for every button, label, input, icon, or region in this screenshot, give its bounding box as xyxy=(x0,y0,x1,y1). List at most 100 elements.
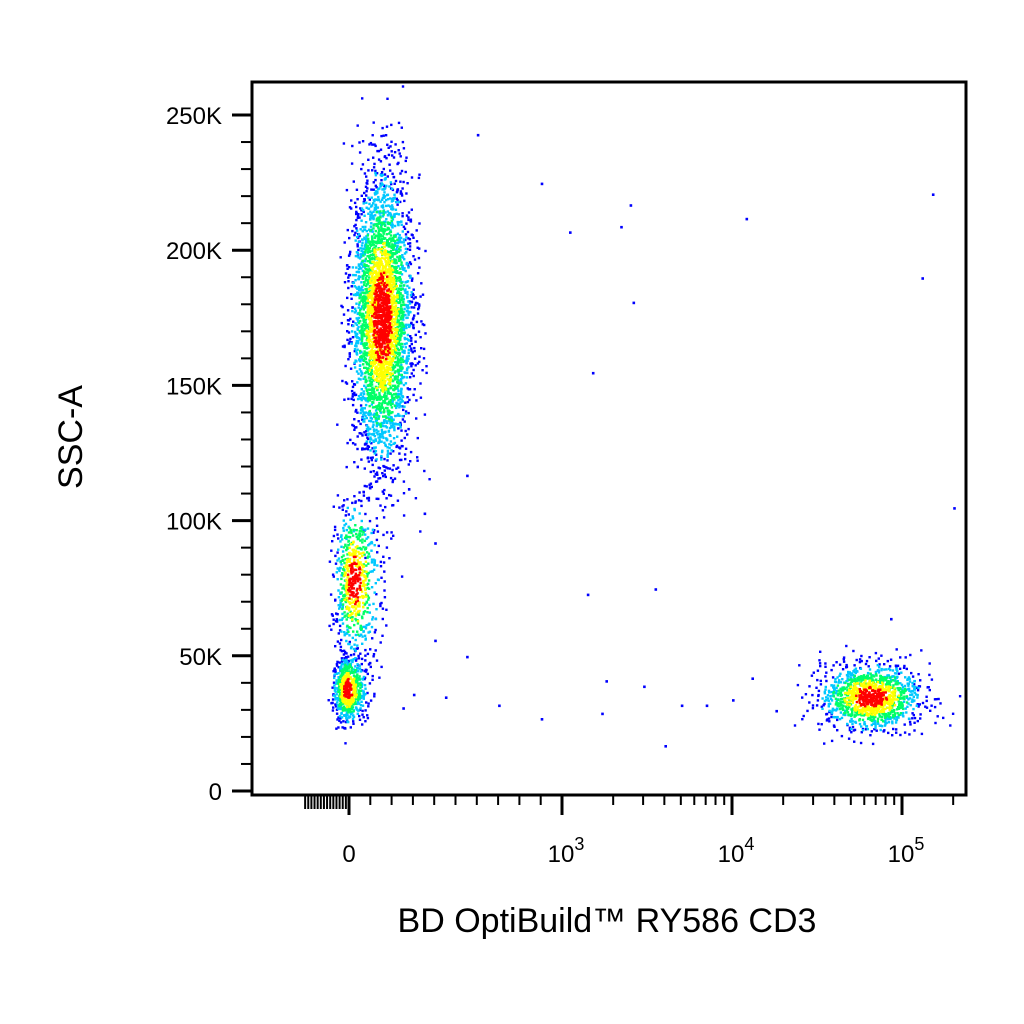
event-dot xyxy=(353,675,357,678)
event-dot xyxy=(407,313,410,316)
event-dot xyxy=(390,394,394,398)
event-dot xyxy=(396,190,399,193)
event-dot xyxy=(401,414,404,418)
event-dot xyxy=(819,683,823,686)
event-dot xyxy=(355,227,358,230)
event-dot xyxy=(379,604,382,608)
event-dot xyxy=(356,243,359,246)
event-dot xyxy=(354,612,358,615)
event-dot xyxy=(858,658,862,661)
event-dot xyxy=(864,728,868,731)
event-dot xyxy=(851,725,855,729)
event-dot xyxy=(343,587,346,591)
event-dot xyxy=(353,391,356,395)
event-dot xyxy=(356,644,359,647)
event-dot xyxy=(359,652,362,655)
event-dot xyxy=(386,239,389,242)
event-dot xyxy=(412,236,415,239)
event-dot xyxy=(343,561,346,565)
event-dot xyxy=(414,301,418,305)
event-dot xyxy=(404,360,407,363)
event-dot xyxy=(395,277,399,280)
event-dot xyxy=(397,265,400,268)
event-dot xyxy=(334,698,337,701)
event-dot xyxy=(402,408,405,412)
event-dot xyxy=(390,277,393,280)
event-dot xyxy=(834,697,838,700)
event-dot xyxy=(396,294,399,297)
event-dot xyxy=(348,340,351,343)
event-dot xyxy=(398,297,401,300)
event-dot xyxy=(379,407,382,411)
event-dot xyxy=(890,675,893,678)
event-dot xyxy=(352,530,355,533)
event-dot xyxy=(375,372,379,375)
event-dot xyxy=(350,199,353,202)
event-dot xyxy=(364,648,367,652)
event-dot xyxy=(344,670,348,673)
event-dot xyxy=(394,342,398,345)
event-dot xyxy=(889,712,892,716)
event-dot xyxy=(380,225,383,229)
event-dot xyxy=(381,221,384,224)
event-dot xyxy=(329,593,333,596)
event-dot xyxy=(342,720,345,723)
event-dot xyxy=(388,349,391,352)
event-dot xyxy=(367,281,370,284)
event-dot xyxy=(355,341,359,344)
event-dot xyxy=(391,154,394,157)
event-dot xyxy=(350,341,353,344)
event-dot xyxy=(352,710,355,713)
event-dot xyxy=(361,541,364,544)
event-dot xyxy=(367,207,370,210)
event-dot xyxy=(858,722,862,726)
event-dot xyxy=(368,242,372,245)
event-dot xyxy=(382,424,385,428)
event-dot xyxy=(889,710,893,714)
event-dot xyxy=(360,314,363,317)
event-dot xyxy=(338,693,342,696)
event-dot xyxy=(345,535,348,538)
event-dot xyxy=(358,432,361,435)
event-dot xyxy=(335,696,338,700)
event-dot xyxy=(903,684,907,688)
event-dot xyxy=(345,705,349,709)
event-dot xyxy=(368,630,372,633)
event-dot xyxy=(365,301,368,304)
event-dot xyxy=(358,708,362,712)
event-dot xyxy=(359,378,362,381)
event-dot xyxy=(397,295,401,299)
event-dot xyxy=(384,220,387,224)
event-dot xyxy=(356,293,360,296)
event-dot xyxy=(399,200,402,204)
event-dot xyxy=(351,393,355,396)
event-dot xyxy=(345,590,348,593)
event-dot xyxy=(350,669,353,672)
event-dot xyxy=(360,335,364,338)
event-dot xyxy=(362,317,365,320)
event-dot xyxy=(400,220,403,223)
event-dot xyxy=(348,663,351,666)
event-dot xyxy=(341,679,344,682)
event-dot xyxy=(831,709,835,712)
event-dot xyxy=(359,686,362,690)
event-dot xyxy=(369,282,372,285)
event-dot xyxy=(335,618,338,621)
event-dot xyxy=(401,358,404,361)
event-dot xyxy=(362,411,366,414)
event-dot xyxy=(354,443,357,446)
event-dot xyxy=(887,684,891,687)
event-dot xyxy=(366,323,369,326)
event-dot xyxy=(374,190,378,193)
event-dot xyxy=(372,388,375,392)
event-dot xyxy=(395,246,399,249)
event-dot xyxy=(383,155,387,158)
event-dot xyxy=(394,266,398,269)
event-dot xyxy=(364,268,367,271)
event-dot xyxy=(917,685,921,688)
event-dot xyxy=(344,655,348,659)
event-dot xyxy=(372,188,375,191)
event-dot xyxy=(410,322,413,325)
event-dot xyxy=(363,264,366,267)
event-dot xyxy=(397,373,401,376)
